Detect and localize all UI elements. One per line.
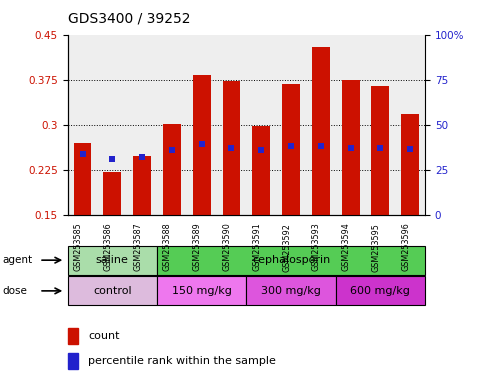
Text: GSM253594: GSM253594 — [341, 223, 351, 271]
Bar — [341, 80, 359, 215]
Text: GSM253593: GSM253593 — [312, 223, 321, 271]
Text: 300 mg/kg: 300 mg/kg — [261, 286, 321, 296]
Bar — [371, 86, 389, 215]
Bar — [157, 276, 246, 305]
Bar — [246, 276, 336, 305]
Text: GSM253591: GSM253591 — [252, 223, 261, 271]
Bar — [73, 143, 91, 215]
Text: saline: saline — [96, 255, 129, 265]
Bar — [68, 246, 157, 275]
Bar — [133, 156, 151, 215]
Text: GSM253586: GSM253586 — [103, 223, 112, 271]
Bar — [336, 276, 425, 305]
Text: GSM253588: GSM253588 — [163, 223, 172, 271]
Text: 150 mg/kg: 150 mg/kg — [172, 286, 231, 296]
Bar — [68, 276, 157, 305]
Bar — [163, 124, 181, 215]
Text: GSM253590: GSM253590 — [223, 223, 231, 271]
Text: control: control — [93, 286, 131, 296]
Text: dose: dose — [2, 286, 28, 296]
Text: GDS3400 / 39252: GDS3400 / 39252 — [68, 12, 190, 25]
Text: GSM253589: GSM253589 — [193, 223, 202, 271]
Text: agent: agent — [2, 255, 32, 265]
Bar — [252, 126, 270, 215]
Text: percentile rank within the sample: percentile rank within the sample — [88, 356, 276, 366]
Text: GSM253596: GSM253596 — [401, 223, 410, 271]
Bar — [103, 172, 121, 215]
Bar — [401, 114, 419, 215]
Text: cephalosporin: cephalosporin — [252, 255, 330, 265]
Bar — [223, 81, 241, 215]
Text: 600 mg/kg: 600 mg/kg — [351, 286, 410, 296]
Text: GSM253595: GSM253595 — [371, 223, 381, 271]
Text: GSM253585: GSM253585 — [73, 223, 83, 271]
Bar — [193, 76, 211, 215]
Bar — [312, 46, 330, 215]
Bar — [282, 84, 300, 215]
Text: GSM253587: GSM253587 — [133, 223, 142, 271]
Text: count: count — [88, 331, 119, 341]
Text: GSM253592: GSM253592 — [282, 223, 291, 271]
Bar — [157, 246, 425, 275]
